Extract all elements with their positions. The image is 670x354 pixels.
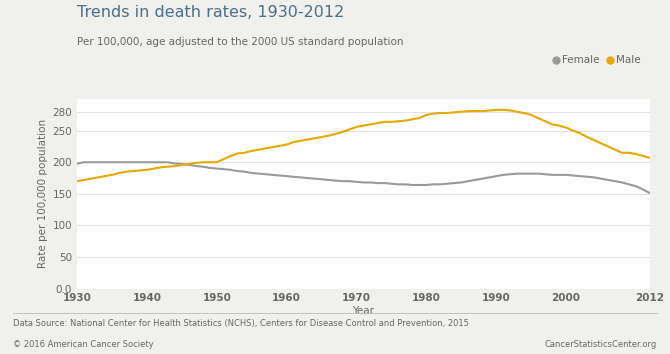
Y-axis label: Rate per 100,000 population: Rate per 100,000 population [38,119,48,268]
Text: Per 100,000, age adjusted to the 2000 US standard population: Per 100,000, age adjusted to the 2000 US… [77,37,403,47]
Text: © 2016 American Cancer Society: © 2016 American Cancer Society [13,340,154,349]
Legend: Female, Male: Female, Male [549,51,645,70]
Text: Data Source: National Center for Health Statistics (NCHS), Centers for Disease C: Data Source: National Center for Health … [13,319,469,327]
Text: Trends in death rates, 1930-2012: Trends in death rates, 1930-2012 [77,5,344,20]
Text: CancerStatisticsCenter.org: CancerStatisticsCenter.org [544,340,657,349]
X-axis label: Year: Year [352,306,375,316]
